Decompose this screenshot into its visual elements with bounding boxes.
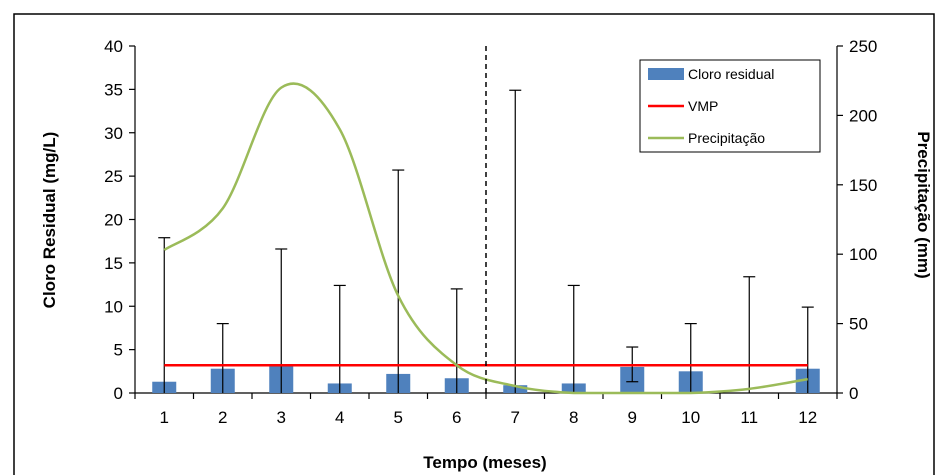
y-left-tick-label: 35 — [104, 80, 123, 99]
x-tick-label: 4 — [335, 408, 344, 427]
y-left-tick-label: 15 — [104, 254, 123, 273]
y-right-tick-label: 0 — [849, 384, 858, 403]
y-left-tick-label: 20 — [104, 211, 123, 230]
y-right-tick-label: 100 — [849, 245, 877, 264]
x-tick-label: 3 — [277, 408, 286, 427]
y-right-tick-label: 50 — [849, 315, 868, 334]
x-tick-label: 12 — [798, 408, 817, 427]
legend: Cloro residual VMP Precipitação — [639, 59, 821, 153]
x-tick-label: 10 — [681, 408, 700, 427]
x-tick-label: 6 — [452, 408, 461, 427]
y-right-tick-label: 150 — [849, 176, 877, 195]
legend-label-vmp: VMP — [688, 98, 718, 114]
y-left-tick-label: 25 — [104, 167, 123, 186]
x-tick-label: 7 — [511, 408, 520, 427]
x-tick-label: 5 — [394, 408, 403, 427]
x-tick-label: 11 — [740, 408, 758, 427]
y-left-tick-label: 5 — [114, 341, 123, 360]
y-left-tick-label: 30 — [104, 124, 123, 143]
legend-label-cloro: Cloro residual — [688, 66, 774, 82]
y-left-tick-label: 40 — [104, 37, 123, 56]
x-tick-label: 2 — [218, 408, 227, 427]
y-right-tick-label: 250 — [849, 37, 877, 56]
y-axis-title-left: Cloro Residual (mg/L) — [40, 132, 59, 309]
x-tick-label: 1 — [160, 408, 169, 427]
y-left-tick-label: 0 — [114, 384, 123, 403]
x-axis-title: Tempo (meses) — [423, 453, 546, 472]
legend-swatch-cloro — [648, 68, 684, 80]
y-left-tick-label: 10 — [104, 297, 123, 316]
legend-label-precipitacao: Precipitação — [688, 130, 765, 146]
x-tick-label: 8 — [569, 408, 578, 427]
y-right-tick-label: 200 — [849, 106, 877, 125]
y-axis-title-right: Precipitação (mm) — [914, 131, 933, 278]
line-precipitacao — [163, 82, 808, 395]
x-tick-label: 9 — [628, 408, 637, 427]
